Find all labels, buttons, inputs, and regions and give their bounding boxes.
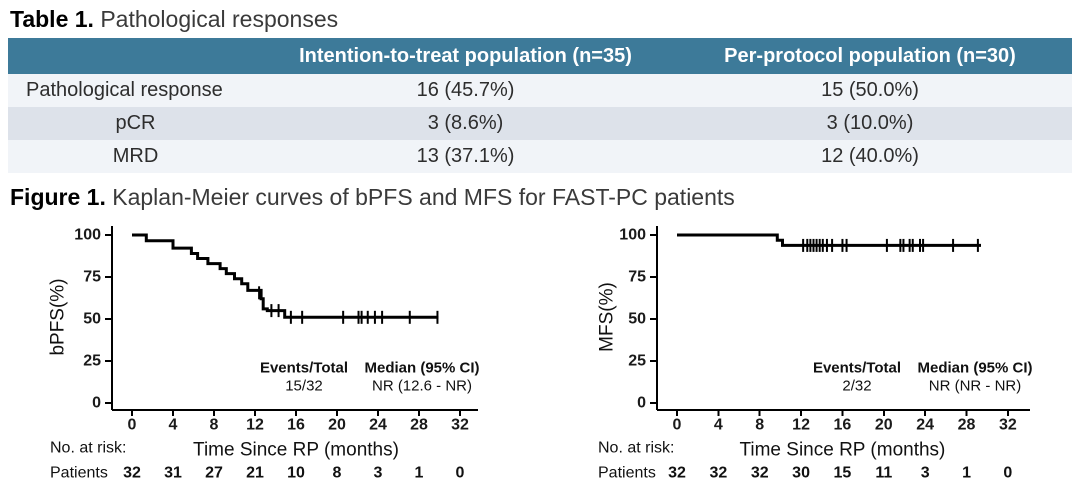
y-tick-label: 100 — [619, 227, 646, 244]
risk-row-label: Patients — [50, 465, 108, 482]
x-tick-label: 32 — [451, 417, 469, 434]
x-tick-label: 32 — [999, 417, 1017, 434]
y-axis-title: MFS(%) — [597, 282, 618, 352]
table-row-pathological-response: Pathological response 16 (45.7%) 15 (50.… — [8, 74, 1072, 107]
x-tick-label: 28 — [410, 417, 428, 434]
y-tick-label: 75 — [83, 269, 101, 286]
pp-value: 15 (50.0%) — [821, 79, 919, 101]
risk-value: 0 — [1003, 465, 1012, 482]
y-tick-label: 75 — [628, 269, 646, 286]
x-tick-label: 16 — [834, 417, 852, 434]
y-axis-title: bPFS(%) — [48, 278, 69, 355]
risk-value: 32 — [668, 465, 686, 482]
risk-value: 32 — [123, 465, 141, 482]
x-tick-label: 8 — [210, 417, 219, 434]
x-tick-label: 12 — [792, 417, 810, 434]
risk-value: 11 — [875, 465, 892, 482]
events-total-value: 2/32 — [842, 378, 871, 395]
risk-value: 8 — [333, 465, 342, 482]
y-tick-label: 0 — [637, 395, 646, 412]
pp-value: 3 (10.0%) — [826, 112, 914, 134]
header-pp-population: Per-protocol population (n=30) — [724, 44, 1016, 67]
x-tick-label: 4 — [714, 417, 723, 434]
table-title-text: Pathological responses — [93, 6, 339, 32]
y-tick-label: 50 — [628, 311, 646, 328]
pathology-table: Intention-to-treat population (n=35) Per… — [8, 38, 1072, 173]
risk-value: 1 — [415, 465, 424, 482]
events-total-label: Events/Total — [260, 360, 348, 377]
x-tick-label: 24 — [369, 417, 387, 434]
y-tick-label: 100 — [74, 227, 101, 244]
y-tick-label: 0 — [92, 395, 101, 412]
median-ci-label: Median (95% CI) — [917, 360, 1032, 377]
risk-value: 31 — [164, 465, 182, 482]
header-itt-population: Intention-to-treat population (n=35) — [299, 44, 632, 67]
itt-value: 13 (37.1%) — [416, 145, 515, 167]
risk-value: 27 — [205, 465, 223, 482]
x-tick-label: 0 — [128, 417, 137, 434]
x-axis-title: Time Since RP (months) — [193, 440, 399, 461]
events-total-value: 15/32 — [285, 378, 323, 395]
no-at-risk-heading: No. at risk: — [50, 440, 126, 457]
x-axis-title: Time Since RP (months) — [739, 440, 945, 461]
x-tick-label: 8 — [755, 417, 764, 434]
table-header-row: Intention-to-treat population (n=35) Per… — [8, 38, 1072, 74]
x-tick-label: 12 — [246, 417, 264, 434]
median-ci-label: Median (95% CI) — [364, 360, 479, 377]
risk-value: 32 — [751, 465, 769, 482]
kaplan-meier-plot-mfs: 0 25 50 75 100 0 4 8 12 16 20 24 28 32 MFS(%) Time Sinc… — [555, 215, 1080, 500]
row-label: Pathological response — [26, 79, 223, 101]
x-tick-label: 20 — [328, 417, 346, 434]
figure-title-text: Kaplan-Meier curves of bPFS and MFS for … — [105, 184, 735, 210]
risk-value: 3 — [921, 465, 930, 482]
events-total-label: Events/Total — [813, 360, 901, 377]
x-tick-label: 24 — [916, 417, 934, 434]
x-tick-label: 4 — [169, 417, 178, 434]
x-tick-label: 20 — [875, 417, 893, 434]
table-title-label: Table 1. — [10, 6, 94, 32]
row-label: pCR — [115, 112, 156, 134]
risk-value: 21 — [246, 465, 264, 482]
kaplan-meier-plot-bpfs: 0 25 50 75 100 0 4 8 12 16 20 24 28 32 bPFS(%) Time Sin… — [40, 215, 540, 500]
itt-value: 3 (8.6%) — [427, 112, 504, 134]
table-title: Table 1. Pathological responses — [10, 6, 338, 33]
row-label: MRD — [112, 145, 159, 167]
risk-value: 0 — [456, 465, 465, 482]
risk-value: 1 — [962, 465, 971, 482]
no-at-risk-heading: No. at risk: — [598, 440, 674, 457]
table-row-pcr: pCR 3 (8.6%) 3 (10.0%) — [8, 107, 1072, 140]
x-tick-label: 0 — [673, 417, 682, 434]
pp-value: 12 (40.0%) — [821, 145, 919, 167]
figure-title-label: Figure 1. — [10, 184, 106, 210]
itt-value: 16 (45.7%) — [416, 79, 515, 101]
figure-title: Figure 1. Kaplan-Meier curves of bPFS an… — [10, 184, 735, 211]
risk-row-label: Patients — [598, 465, 656, 482]
x-tick-label: 28 — [958, 417, 976, 434]
x-tick-label: 16 — [287, 417, 305, 434]
median-ci-value: NR (12.6 - NR) — [372, 378, 472, 395]
y-tick-label: 25 — [83, 353, 101, 370]
risk-value: 30 — [792, 465, 810, 482]
risk-value: 15 — [834, 465, 852, 482]
risk-value: 32 — [709, 465, 727, 482]
km-curve — [677, 233, 981, 247]
y-tick-label: 25 — [628, 353, 646, 370]
table-row-mrd: MRD 13 (37.1%) 12 (40.0%) — [8, 140, 1072, 173]
median-ci-value: NR (NR - NR) — [929, 378, 1021, 395]
km-curve — [132, 233, 439, 319]
risk-value: 10 — [287, 465, 305, 482]
risk-value: 3 — [374, 465, 383, 482]
y-tick-label: 50 — [83, 311, 101, 328]
